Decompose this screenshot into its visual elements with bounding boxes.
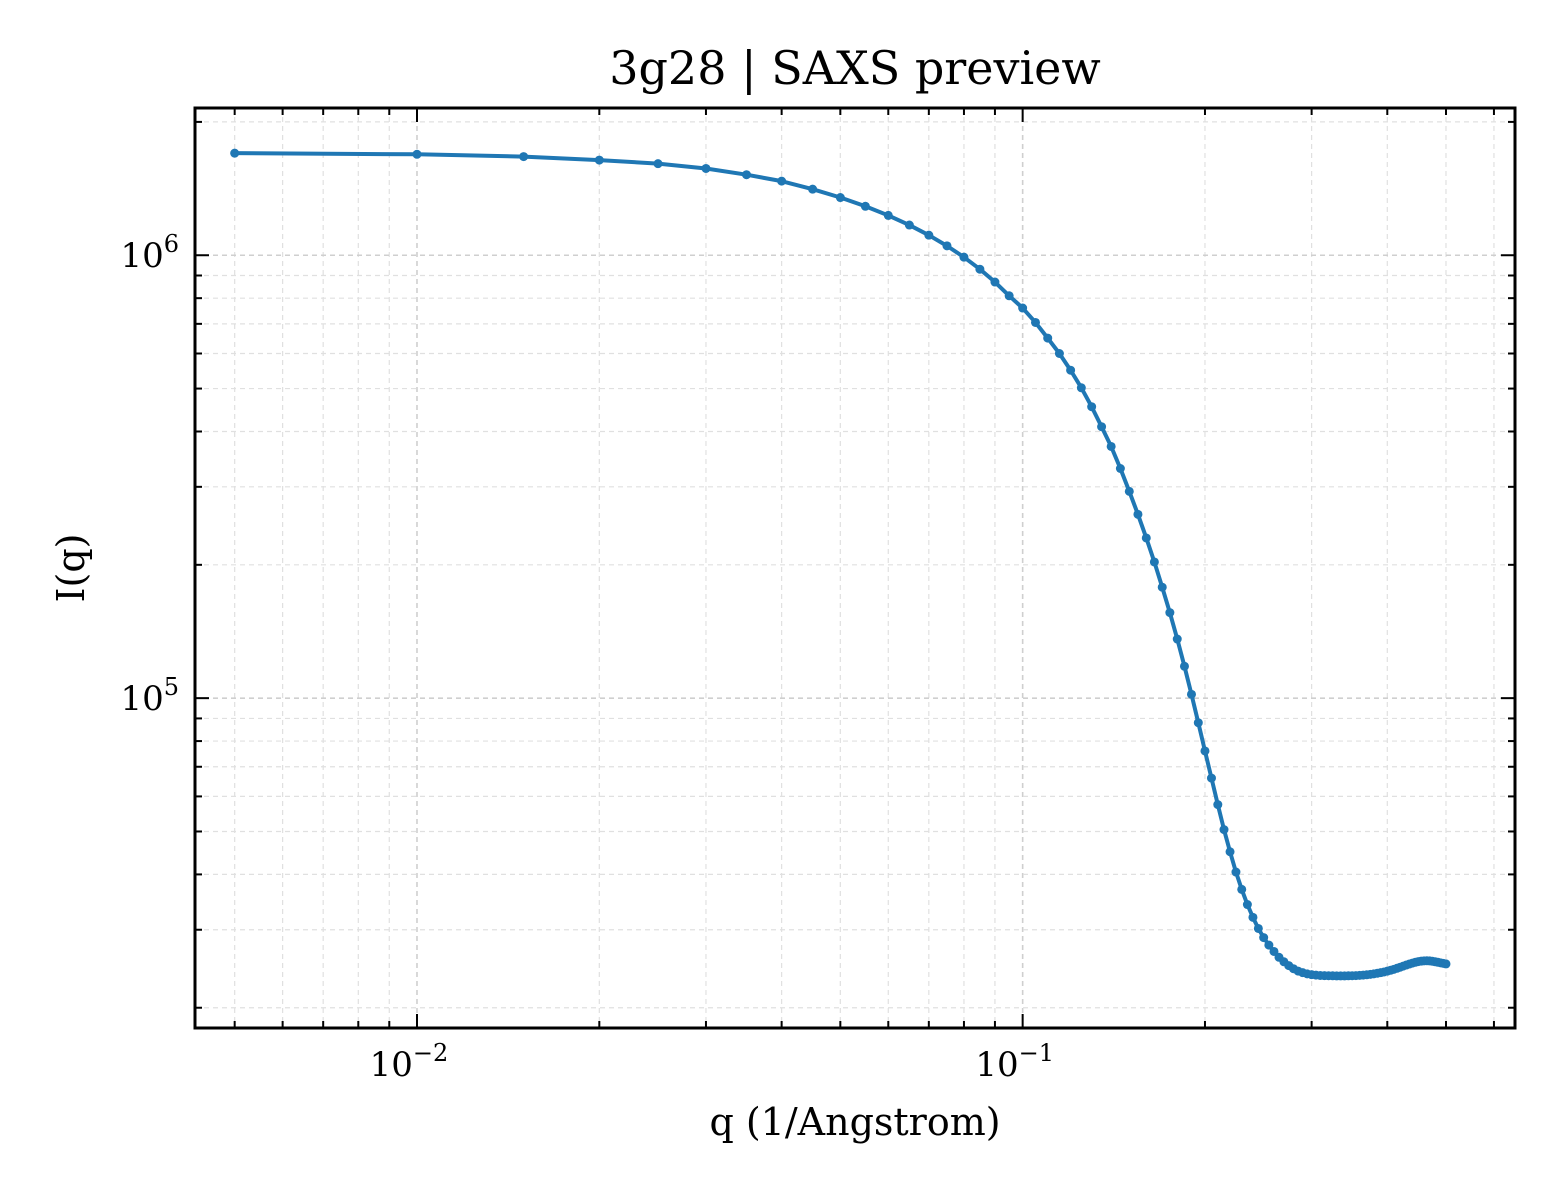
- y-tick-label: 105: [120, 673, 179, 719]
- data-point: [1200, 746, 1210, 756]
- grid-layer: [195, 108, 1515, 1028]
- data-point: [808, 184, 818, 194]
- data-point: [1248, 912, 1258, 922]
- data-point: [701, 163, 711, 173]
- data-point: [1030, 317, 1040, 327]
- chart-title: 3g28 | SAXS preview: [609, 41, 1101, 95]
- data-point: [924, 230, 934, 240]
- data-point: [1225, 847, 1235, 857]
- data-point: [230, 148, 240, 158]
- data-point: [1206, 773, 1216, 783]
- data-point: [1253, 923, 1263, 933]
- svg-text:10−1: 10−1: [975, 1039, 1054, 1085]
- plot-frame: [193, 106, 1517, 1030]
- x-tick-label: 10−1: [975, 1039, 1054, 1085]
- data-point: [1066, 365, 1076, 375]
- data-point: [1124, 486, 1134, 496]
- data-point: [1141, 533, 1151, 543]
- data-point: [904, 220, 914, 230]
- data-point: [519, 152, 529, 162]
- data-point: [1018, 303, 1028, 313]
- data-point: [835, 193, 845, 203]
- data-point: [1076, 383, 1086, 393]
- data-point: [860, 201, 870, 211]
- data-point: [1441, 959, 1451, 969]
- data-point: [1186, 689, 1196, 699]
- x-tick-label: 10−2: [370, 1039, 449, 1085]
- data-point: [1004, 291, 1014, 301]
- data-point: [1172, 634, 1182, 644]
- data-point: [1219, 825, 1229, 835]
- data-point: [975, 264, 985, 274]
- data-point: [1165, 608, 1175, 618]
- data-point: [1269, 946, 1279, 956]
- data-point: [1043, 333, 1053, 343]
- data-point: [990, 277, 1000, 287]
- data-point: [883, 210, 893, 220]
- data-point: [594, 155, 604, 165]
- data-point: [942, 241, 952, 251]
- series-layer: [230, 148, 1451, 981]
- data-point: [1237, 884, 1247, 894]
- data-point: [777, 176, 787, 186]
- data-point: [1087, 402, 1097, 412]
- tick-label-layer: 10−2 10−1 105 106: [120, 230, 1054, 1085]
- y-axis-label: I(q): [49, 534, 93, 603]
- data-point: [1231, 867, 1241, 877]
- data-point: [653, 159, 663, 169]
- data-point: [1149, 557, 1159, 567]
- svg-text:10−2: 10−2: [370, 1039, 449, 1085]
- data-point: [1242, 900, 1252, 910]
- x-axis-label: q (1/Angstrom): [709, 1100, 1000, 1144]
- data-point: [1054, 349, 1064, 358]
- data-point: [959, 252, 969, 262]
- data-point: [1259, 933, 1269, 943]
- data-point: [1106, 441, 1116, 451]
- svg-text:106: 106: [120, 230, 179, 276]
- data-point: [1193, 718, 1203, 728]
- data-point: [1179, 661, 1189, 671]
- data-point: [1115, 464, 1125, 473]
- data-point: [742, 170, 752, 180]
- data-point: [1097, 422, 1107, 432]
- data-point: [412, 149, 422, 159]
- y-tick-label: 106: [120, 230, 179, 276]
- tick-layer: [195, 108, 1515, 1028]
- data-point: [1157, 582, 1167, 592]
- data-point: [1213, 800, 1223, 810]
- svg-text:105: 105: [120, 673, 179, 719]
- data-point: [1133, 509, 1143, 519]
- data-point: [1264, 940, 1274, 950]
